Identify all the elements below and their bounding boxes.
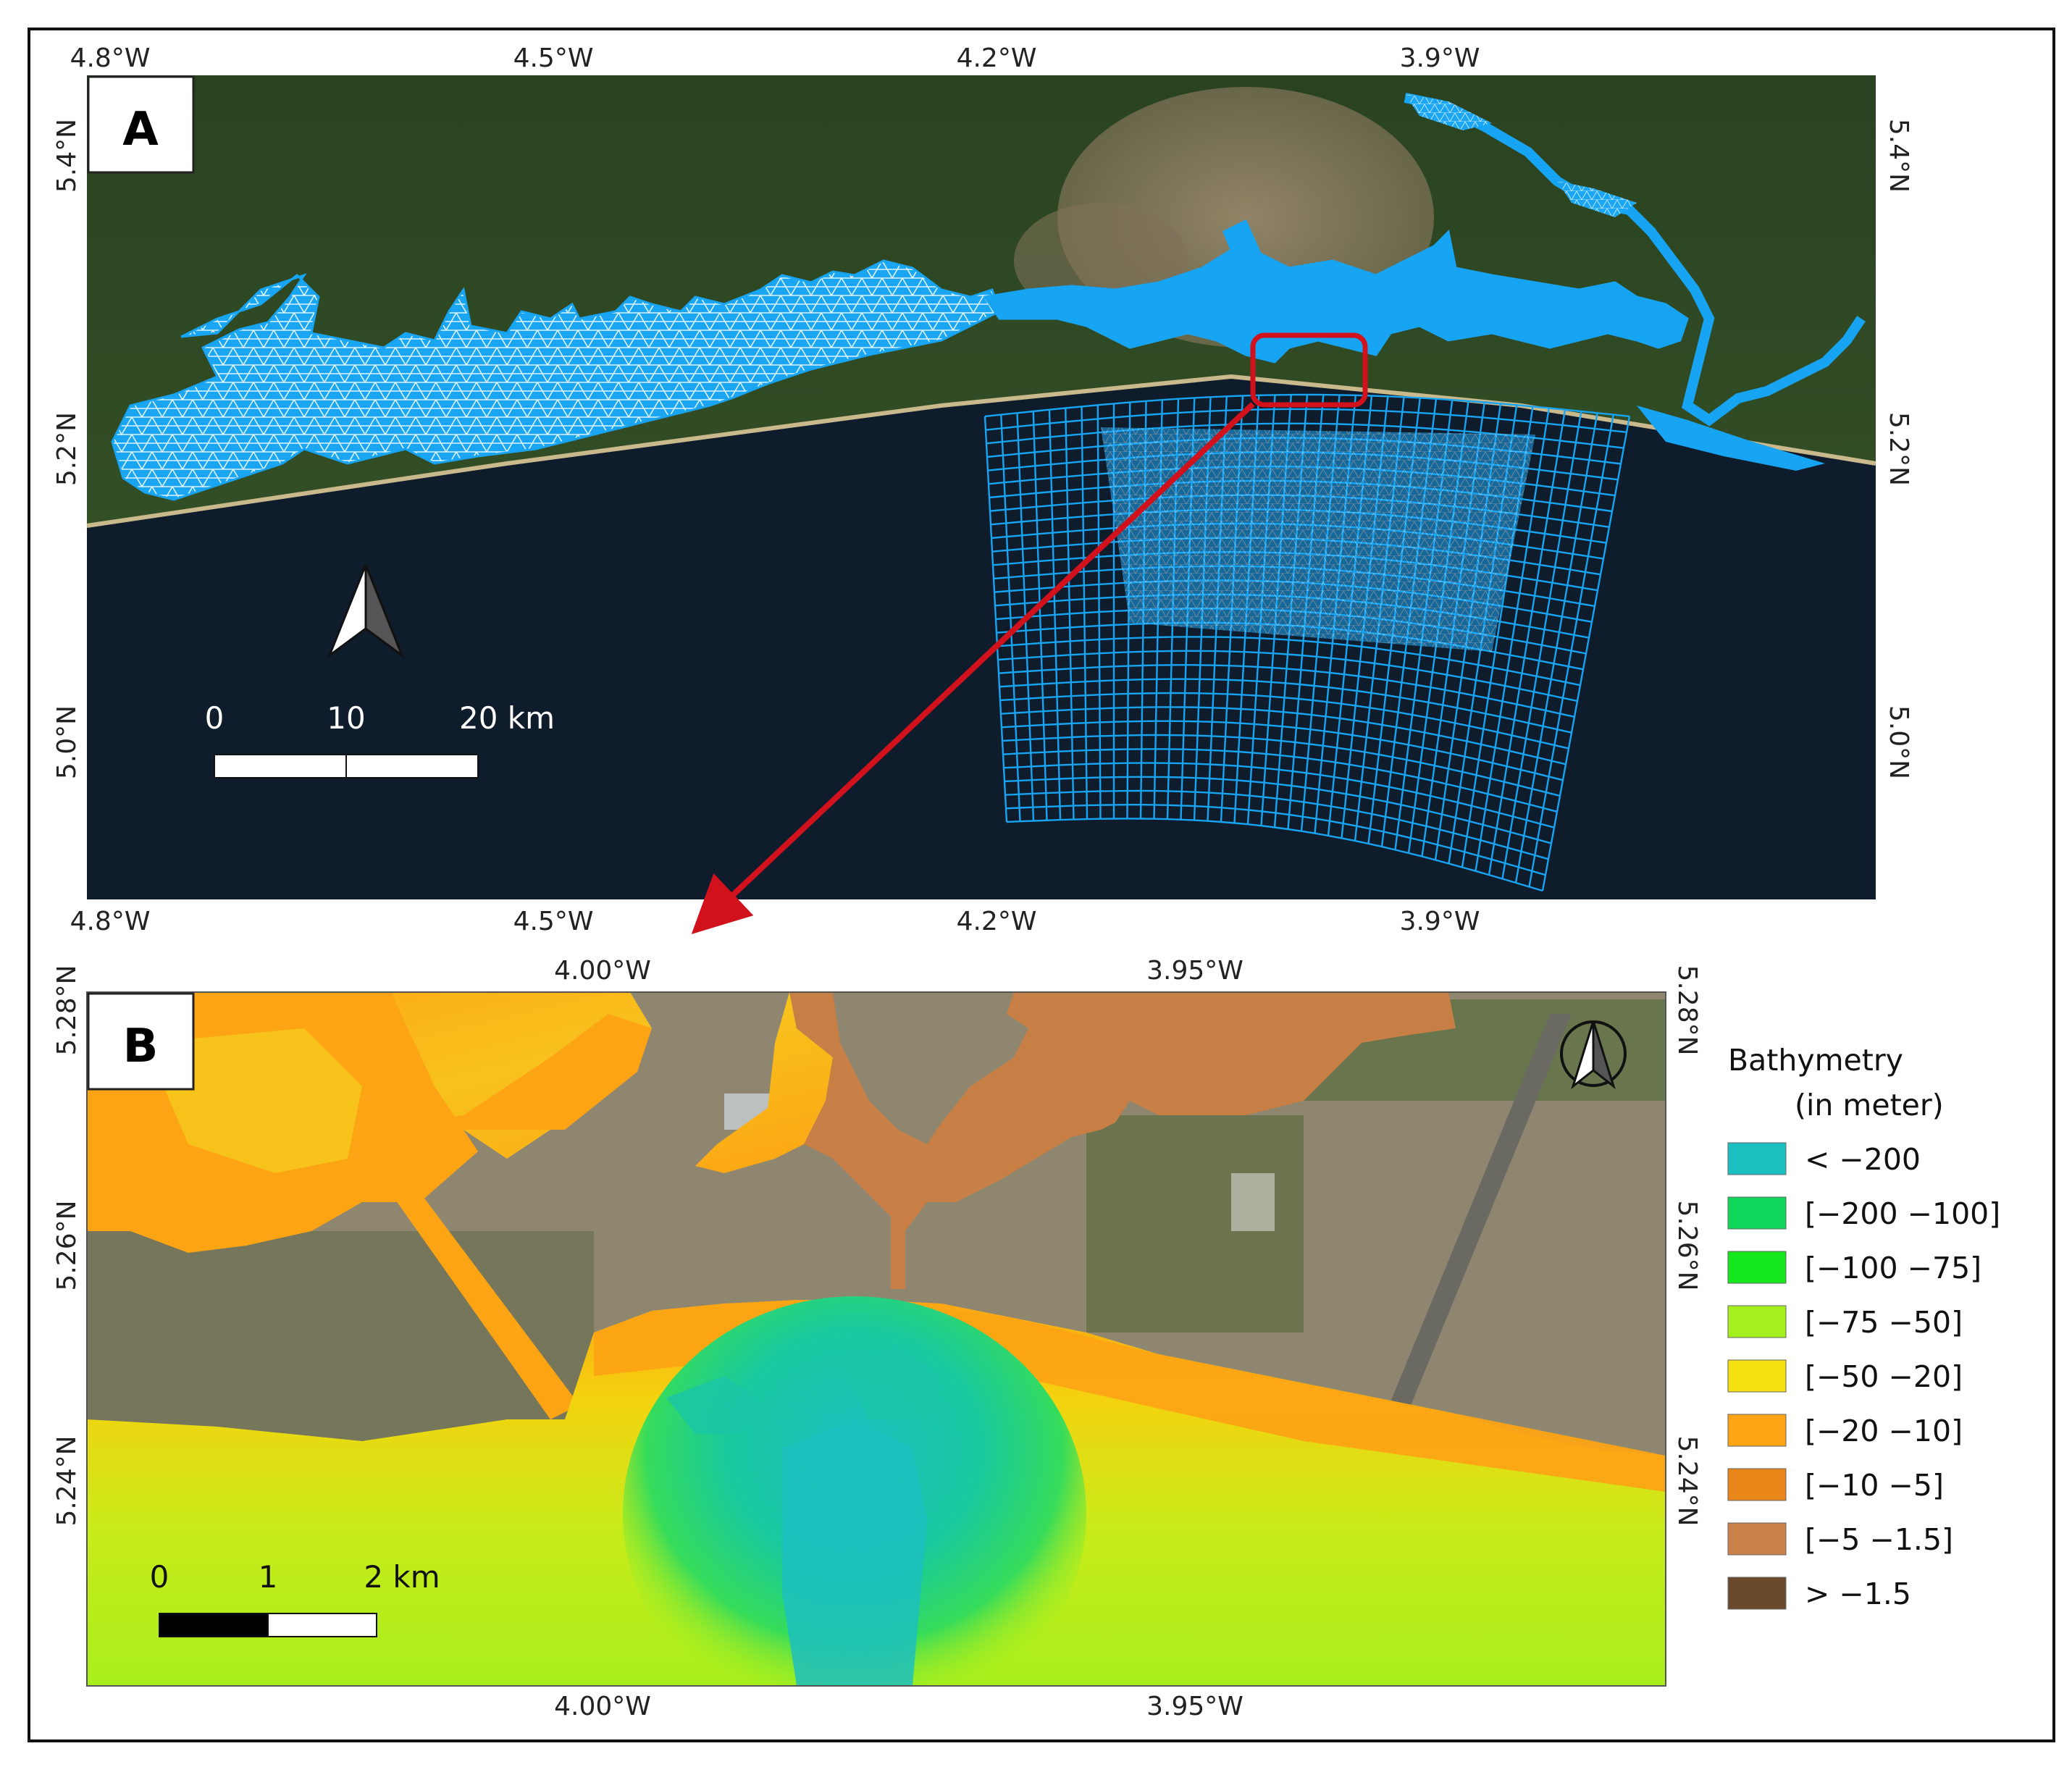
scale-b-label-1: 1 [259,1559,278,1595]
legend-label: [−5 −1.5] [1805,1522,1953,1557]
legend-subtitle: (in meter) [1795,1088,1944,1122]
river-northeast [1404,93,1866,427]
legend-swatch [1727,1359,1787,1393]
legend-swatch [1727,1196,1787,1230]
scale-a-label-2: 20 km [459,700,555,736]
lat-label: 5.0°N [1884,705,1913,779]
grid-line [1003,762,1555,828]
refined-grid-zone [1101,427,1535,652]
panel-a-tag: A [122,103,159,156]
panel-b-channel [377,1173,579,1419]
grid-line [1004,776,1552,844]
panel-a-lon-labels-bottom: 4.8°W 4.5°W 4.2°W 3.9°W [70,907,1480,936]
grid-line [1002,734,1561,797]
panel-a: A 0 10 20 km 4.8°W 4.5°W 4.2°W 3.9°W 4.8… [52,43,1913,936]
grid-line [997,636,1581,687]
lat-label: 5.4°N [1884,119,1913,193]
legend-label: [−50 −20] [1805,1359,1963,1394]
lon-label: 4.8°W [70,907,151,936]
grid-line [999,692,1569,750]
lagoon-mesh-west [111,259,1001,501]
lon-label: 4.5°W [513,43,594,73]
scale-a-label-0: 0 [205,700,225,736]
scale-b-label-2: 2 km [364,1559,440,1595]
panel-b-lon-labels: 4.00°W 3.95°W 4.00°W 3.95°W [554,956,1243,1721]
panel-a-lat-labels-left: 5.4°N 5.2°N 5.0°N [52,119,82,779]
lat-label: 5.24°N [52,1435,82,1526]
zoom-arrow [691,402,1255,934]
north-arrow-b-icon [1560,1020,1627,1090]
lat-label: 5.28°N [1672,965,1702,1055]
panel-b-lat-labels: 5.28°N 5.26°N 5.24°N 5.28°N 5.26°N 5.24°… [52,965,1702,1526]
lat-label: 5.4°N [52,119,82,193]
lon-label: 4.2°W [957,43,1037,73]
lat-label: 5.2°N [1884,412,1913,486]
lat-label: 5.2°N [52,412,82,486]
lon-label: 4.00°W [554,1692,651,1721]
lon-label: 3.95°W [1146,956,1243,986]
panel-b: B 0 1 2 km 4.00°W 3.95°W 4.00°W 3.95°W 5… [52,956,2000,1721]
north-arrow-a-icon [327,564,405,659]
zoom-highlight-box [1250,332,1368,408]
grid-line [998,663,1575,718]
panel-b-lagoon-shallow [789,992,1456,1289]
legend-label: < −200 [1805,1142,1921,1177]
legend-swatch [1727,1305,1787,1338]
lagoon-mesh-east [983,219,1689,364]
legend-title: Bathymetry [1728,1043,1903,1078]
ocean-grid [983,393,1631,892]
scale-b-label-0: 0 [150,1559,169,1595]
panel-a-tag-box [87,75,195,174]
grid-line [1000,706,1566,765]
grid-line [984,393,1630,418]
grid-line [1001,720,1564,781]
lon-label: 4.00°W [554,956,651,986]
legend-swatch [1727,1522,1787,1556]
legend-swatch [1727,1142,1787,1175]
lat-label: 5.26°N [52,1200,82,1290]
lat-label: 5.26°N [1672,1200,1702,1290]
scale-a-label-1: 10 [327,700,365,736]
legend-label: [−100 −75] [1805,1251,1981,1285]
legend-swatch [1727,1577,1787,1610]
grid-line [997,650,1578,702]
legend-swatch [1727,1414,1787,1447]
panel-b-tag: B [123,1020,159,1073]
lat-label: 5.28°N [52,965,82,1055]
lat-label: 5.24°N [1672,1435,1702,1526]
grid-line [1006,818,1543,892]
lat-label: 5.0°N [52,705,82,779]
lon-label: 4.8°W [70,43,151,73]
scale-bar-a: 0 10 20 km [205,700,555,778]
legend-swatch [1727,1468,1787,1501]
lon-label: 3.9°W [1400,43,1480,73]
bathymetry-legend: Bathymetry (in meter) < −200 [−200 −100] [… [1727,1043,2000,1611]
lon-label: 4.2°W [957,907,1037,936]
legend-label: [−75 −50] [1805,1305,1963,1340]
lon-label: 3.9°W [1400,907,1480,936]
airport-runway [1383,1014,1572,1419]
lon-label: 3.95°W [1146,1692,1243,1721]
grid-line [1004,789,1549,860]
panel-a-lon-labels-top: 4.8°W 4.5°W 4.2°W 3.9°W [70,43,1480,73]
grid-line [999,678,1572,734]
grid-line [985,408,1627,433]
legend-swatch [1727,1251,1787,1284]
scale-bar-b: 0 1 2 km [150,1559,440,1637]
legend-label: [−10 −5] [1805,1468,1944,1503]
lon-label: 4.5°W [513,907,594,936]
legend-label: [−20 −10] [1805,1414,1963,1448]
legend-label: [−200 −100] [1805,1196,2000,1231]
grid-line [1002,748,1558,813]
panel-b-tag-box [87,992,195,1091]
panel-a-lat-labels-right: 5.4°N 5.2°N 5.0°N [1884,119,1913,779]
legend-label: > −1.5 [1805,1577,1911,1611]
grid-line [1005,804,1546,876]
